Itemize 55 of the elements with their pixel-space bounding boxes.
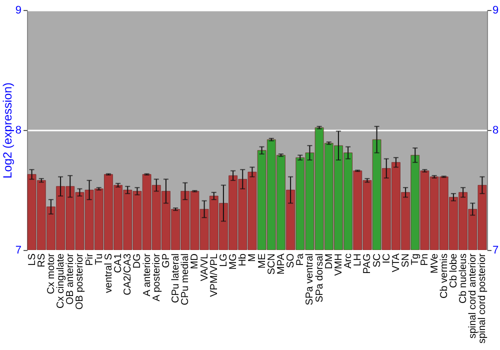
x-tick-label: Hb [238, 253, 249, 266]
x-tick-label: ventral S [103, 253, 114, 293]
x-tick-label: IC [381, 254, 392, 264]
y-tick-label: 9 [15, 4, 22, 16]
x-tick-label: M [247, 254, 258, 262]
x-tick-label: LS [26, 253, 38, 266]
y2-tick-label: 7 [492, 244, 499, 256]
x-tick-label: SPa dorsal [314, 254, 326, 302]
x-tick-label: Tu [94, 254, 105, 265]
x-tick-label: LG [218, 253, 230, 267]
x-tick-label: CPu lateral [170, 254, 182, 303]
x-tick-label: DM [324, 254, 335, 270]
x-tick-label: A anterior [142, 252, 153, 296]
x-tick-label: CA2/CA3 [122, 253, 134, 296]
x-tick-label: MVe [429, 253, 440, 274]
x-tick-label: VMH [333, 254, 344, 276]
x-tick-label: Cb nucleus [458, 254, 470, 304]
x-tick-label: CA1 [113, 253, 124, 273]
x-tick-label: CPu medial [180, 254, 192, 306]
x-tick-label: Cb lobe [448, 253, 460, 288]
x-tick-label: Tg [410, 254, 422, 266]
x-tick-label: SO [286, 253, 297, 268]
y-tick-label: 7 [15, 244, 22, 256]
x-tick-label: spinal cord posterior [477, 252, 488, 344]
x-tick-label: Pn [420, 254, 431, 266]
x-tick-label: Arc [343, 254, 354, 268]
x-tick-label: Cx motor [46, 252, 57, 294]
x-tick-label: MG [228, 253, 240, 270]
x-tick-label: SPa ventral [304, 254, 316, 306]
x-tick-label: GP [160, 253, 172, 268]
x-tick-label: DG [132, 253, 144, 268]
y2-tick-label: 9 [492, 4, 499, 16]
x-tick-label: SN [400, 254, 412, 268]
x-tick-label: Pir [84, 252, 96, 266]
x-tick-label: OB anterior [65, 252, 76, 305]
x-tick-label: OB posterior [74, 252, 86, 310]
x-tick-label: A posterior [151, 252, 162, 302]
x-tick-label: SCN [266, 254, 278, 275]
y-tick-label: 8 [15, 124, 22, 136]
x-tick-label: spinal cord anterior [468, 252, 479, 339]
x-tick-label: RS [36, 253, 48, 268]
x-tick-label: PAG [362, 253, 374, 274]
x-tick-label: VA/VL [199, 253, 210, 282]
y-axis-title: Log2 (expression) [0, 82, 14, 179]
y2-tick-label: 8 [492, 124, 499, 136]
x-tick-label: Cx cingulate [56, 253, 67, 309]
x-tick-label: Pa [295, 253, 306, 266]
x-tick-label: MD [190, 254, 201, 270]
x-tick-label: ME [256, 253, 268, 268]
x-tick-label: SC [372, 254, 383, 268]
x-tick-label: MPA [276, 253, 287, 274]
x-tick-label: Cb vermis [438, 254, 450, 299]
x-tick-label: LH [352, 254, 364, 266]
x-tick-label: VPM/VPL [208, 253, 220, 297]
x-tick-label: VTA [390, 253, 402, 272]
